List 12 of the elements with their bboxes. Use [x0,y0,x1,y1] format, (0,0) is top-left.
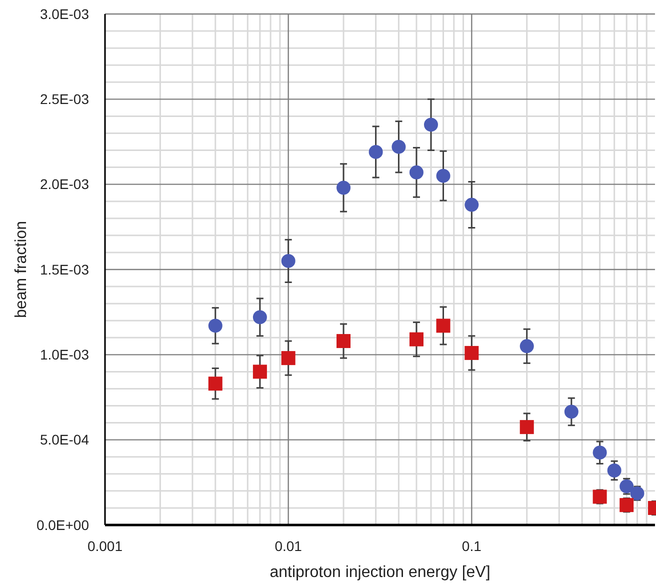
y-tick-label: 1.5E-03 [40,261,90,278]
x-tick-label: 0.001 [87,538,123,554]
x-axis-title: antiproton injection energy [eV] [270,564,490,581]
y-axis-title: beam fraction [13,221,30,318]
y-tick-label: 1.0E-03 [40,346,90,363]
y-tick-label: 3.0E-03 [40,6,90,22]
x-tick-label: 0.1 [462,538,482,554]
x-tick-label: 0.01 [274,538,302,554]
y-tick-label: 0.0E+00 [36,516,90,533]
y-tick-label: 2.0E-03 [40,176,90,192]
y-tick-label: 2.5E-03 [40,91,90,108]
y-tick-label: 5.0E-04 [40,432,90,448]
